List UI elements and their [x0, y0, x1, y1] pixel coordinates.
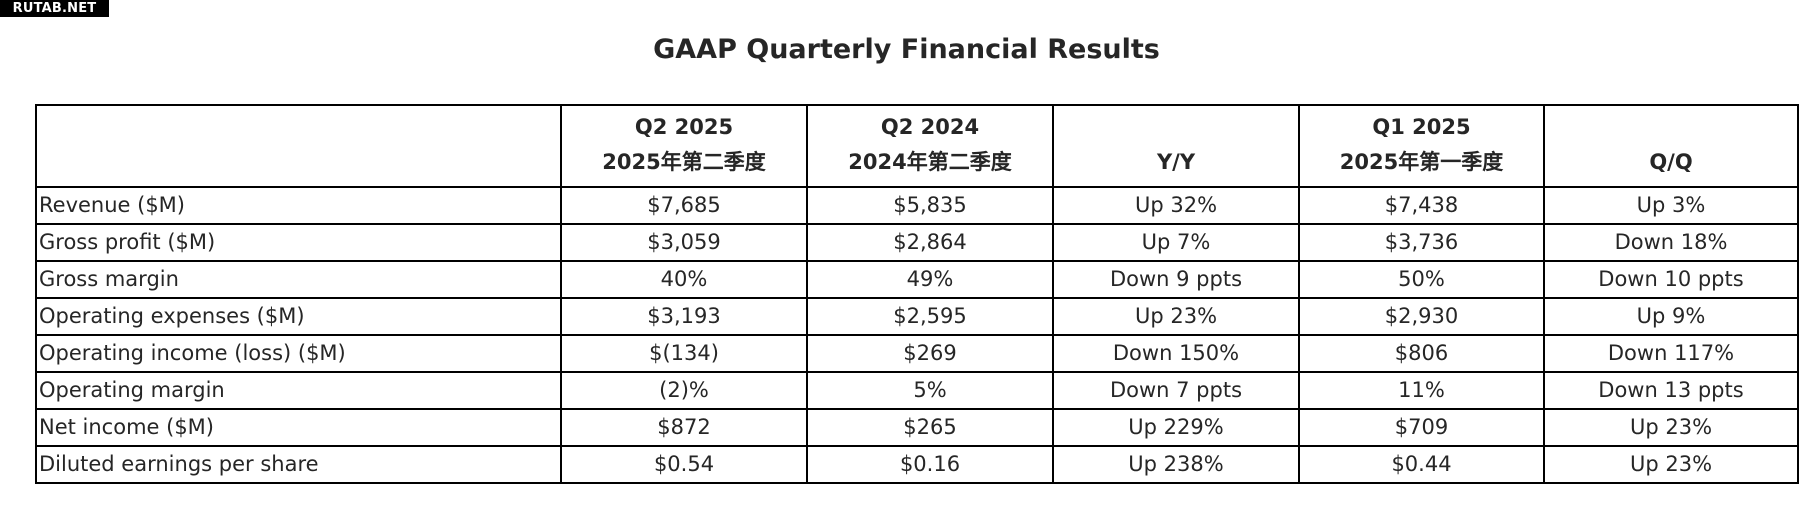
- table-row: Operating income (loss) ($M) $(134) $269…: [35, 334, 1799, 373]
- row-label: Diluted earnings per share: [35, 445, 562, 484]
- financial-results-table: Q2 2025 2025年第二季度 Q2 2024 2024年第二季度 Y/Y …: [35, 104, 1799, 484]
- table-cell: Up 23%: [1543, 445, 1799, 484]
- header-cell-q2-2025: Q2 2025 2025年第二季度: [560, 104, 808, 188]
- table-cell: Down 13 ppts: [1543, 371, 1799, 410]
- header-cell-q2-2024: Q2 2024 2024年第二季度: [806, 104, 1054, 188]
- header-line2: 2025年第二季度: [602, 150, 766, 174]
- table-cell: $806: [1298, 334, 1545, 373]
- row-label: Gross margin: [35, 260, 562, 299]
- table-cell: $2,930: [1298, 297, 1545, 336]
- header-cell-label: [35, 104, 562, 188]
- table-cell: Up 9%: [1543, 297, 1799, 336]
- table-cell: 40%: [560, 260, 808, 299]
- table-row: Revenue ($M) $7,685 $5,835 Up 32% $7,438…: [35, 186, 1799, 225]
- table-cell: Up 3%: [1543, 186, 1799, 225]
- table-cell: $(134): [560, 334, 808, 373]
- table-cell: 50%: [1298, 260, 1545, 299]
- table-cell: $3,736: [1298, 223, 1545, 262]
- table-row: Net income ($M) $872 $265 Up 229% $709 U…: [35, 408, 1799, 447]
- header-line2: Y/Y: [1156, 150, 1196, 174]
- row-label: Operating margin: [35, 371, 562, 410]
- table-row: Operating expenses ($M) $3,193 $2,595 Up…: [35, 297, 1799, 336]
- table-cell: Down 10 ppts: [1543, 260, 1799, 299]
- row-label: Gross profit ($M): [35, 223, 562, 262]
- table-cell: $269: [806, 334, 1054, 373]
- table-cell: $7,438: [1298, 186, 1545, 225]
- table-row: Gross margin 40% 49% Down 9 ppts 50% Dow…: [35, 260, 1799, 299]
- header-cell-q1-2025: Q1 2025 2025年第一季度: [1298, 104, 1545, 188]
- header-line1: Q1 2025: [1372, 115, 1471, 139]
- table-cell: $872: [560, 408, 808, 447]
- row-label: Net income ($M): [35, 408, 562, 447]
- table-cell: $0.16: [806, 445, 1054, 484]
- table-cell: $3,059: [560, 223, 808, 262]
- table-cell: Down 117%: [1543, 334, 1799, 373]
- page-title: GAAP Quarterly Financial Results: [653, 34, 1160, 65]
- header-line1: Q2 2024: [880, 115, 980, 139]
- table-row: Operating margin (2)% 5% Down 7 ppts 11%…: [35, 371, 1799, 410]
- header-line1: Q2 2025: [634, 115, 734, 139]
- table-row: Gross profit ($M) $3,059 $2,864 Up 7% $3…: [35, 223, 1799, 262]
- header-row: Q2 2025 2025年第二季度 Q2 2024 2024年第二季度 Y/Y …: [35, 104, 1799, 188]
- table-cell: $3,193: [560, 297, 808, 336]
- table-cell: $709: [1298, 408, 1545, 447]
- table-cell: Up 23%: [1543, 408, 1799, 447]
- table-cell: $7,685: [560, 186, 808, 225]
- table-cell: $5,835: [806, 186, 1054, 225]
- table-cell: $0.54: [560, 445, 808, 484]
- table-cell: Down 9 ppts: [1052, 260, 1300, 299]
- table-cell: Up 7%: [1052, 223, 1300, 262]
- table-row: Diluted earnings per share $0.54 $0.16 U…: [35, 445, 1799, 484]
- table-cell: Up 23%: [1052, 297, 1300, 336]
- table-cell: $2,595: [806, 297, 1054, 336]
- table-cell: $2,864: [806, 223, 1054, 262]
- row-label: Operating income (loss) ($M): [35, 334, 562, 373]
- table-cell: Up 229%: [1052, 408, 1300, 447]
- table-cell: Down 150%: [1052, 334, 1300, 373]
- table-cell: 11%: [1298, 371, 1545, 410]
- table-cell: Up 32%: [1052, 186, 1300, 225]
- header-cell-qq: Q/Q: [1543, 104, 1799, 188]
- table-cell: Down 7 ppts: [1052, 371, 1300, 410]
- header-cell-yy: Y/Y: [1052, 104, 1300, 188]
- watermark-label: RUTAB.NET: [0, 0, 109, 17]
- table-cell: 49%: [806, 260, 1054, 299]
- header-line2: 2024年第二季度: [848, 150, 1012, 174]
- row-label: Revenue ($M): [35, 186, 562, 225]
- row-label: Operating expenses ($M): [35, 297, 562, 336]
- header-line2: Q/Q: [1649, 150, 1693, 174]
- table-cell: Down 18%: [1543, 223, 1799, 262]
- table-cell: $265: [806, 408, 1054, 447]
- table-cell: $0.44: [1298, 445, 1545, 484]
- header-line2: 2025年第一季度: [1339, 150, 1504, 174]
- table-cell: Up 238%: [1052, 445, 1300, 484]
- table-cell: (2)%: [560, 371, 808, 410]
- table-cell: 5%: [806, 371, 1054, 410]
